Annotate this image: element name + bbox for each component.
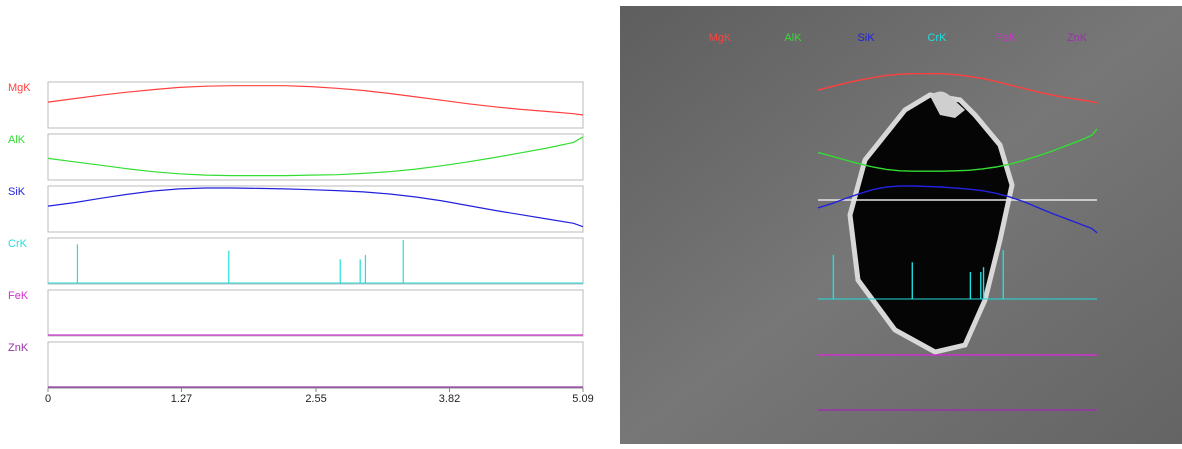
panel-label: ZnK — [8, 342, 29, 354]
legend-label: SiK — [857, 32, 875, 44]
panel-frame — [48, 134, 583, 180]
legend-label: CrK — [928, 32, 948, 44]
x-tick-label: 2.55 — [305, 393, 326, 405]
chart: MgK MgK AlK AlK SiK SiK CrK CrK FeK FeK ZnK ZnK 0 1.2… — [0, 0, 1182, 444]
x-tick-label: 1.27 — [171, 393, 192, 405]
legend-label: MgK — [709, 32, 732, 44]
panel-label: AlK — [8, 134, 26, 146]
panel-label: SiK — [8, 186, 26, 198]
x-tick-label: 0 — [45, 393, 51, 405]
panel-frame — [48, 290, 583, 336]
page: MgK MgK AlK AlK SiK SiK CrK CrK FeK FeK ZnK ZnK 0 1.2… — [0, 0, 1182, 449]
panel-label: CrK — [8, 238, 28, 250]
panel-frame — [48, 186, 583, 232]
legend-label: FeK — [996, 32, 1017, 44]
legend-label: ZnK — [1067, 32, 1088, 44]
panel-frame — [48, 342, 583, 388]
panel-label: FeK — [8, 290, 29, 302]
panel-frame — [48, 238, 583, 284]
panel-label: MgK — [8, 82, 31, 94]
x-tick-label: 3.82 — [439, 393, 460, 405]
x-tick-label: 5.09 — [572, 393, 593, 405]
legend-label: AlK — [784, 32, 802, 44]
panel-frame — [48, 82, 583, 128]
